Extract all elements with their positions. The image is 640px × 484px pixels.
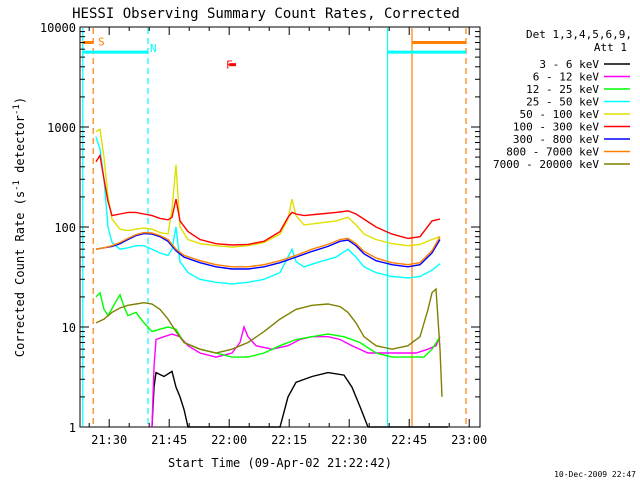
- y-axis-label: Corrected Count Rate (s-1 detector-1): [12, 97, 27, 357]
- flag-label-n: N: [150, 42, 157, 55]
- x-tick-label-5: 22:30: [331, 433, 367, 447]
- y-tick-label-2: 10: [62, 321, 76, 335]
- x-tick-label-2: 21:45: [151, 433, 187, 447]
- y-axis-label-sup-2: -1: [12, 104, 22, 115]
- legend-label-7: 300 - 800 keV: [513, 133, 599, 146]
- render-timestamp: 10-Dec-2009 22:47: [554, 470, 636, 479]
- x-axis-label: Start Time (09-Apr-02 21:22:42): [168, 456, 392, 470]
- legend-label-4: 25 - 50 keV: [526, 96, 599, 109]
- series-line-6: [95, 153, 441, 246]
- flag-label-f: F: [226, 59, 233, 72]
- y-tick-label-3: 100: [54, 221, 76, 235]
- plot-frame: [79, 26, 481, 428]
- legend-label-1: 3 - 6 keV: [539, 58, 599, 71]
- series-line-5: [95, 128, 441, 248]
- flag-label-s: S: [98, 35, 105, 48]
- plot-area: S N F: [79, 26, 481, 428]
- x-tick-label-3: 22:00: [211, 433, 247, 447]
- series-line-7: [95, 232, 441, 270]
- series-line-1: [151, 370, 448, 428]
- legend-label-5: 50 - 100 keV: [520, 108, 600, 121]
- y-axis-label-mid: detector: [13, 115, 27, 180]
- series-line-9: [95, 287, 443, 397]
- y-tick-label-1: 1: [69, 421, 76, 435]
- series-line-4: [95, 136, 441, 285]
- legend-label-9: 7000 - 20000 keV: [493, 158, 599, 171]
- series-line-2: [151, 324, 441, 428]
- legend-header-line-1: Det 1,3,4,5,6,9,: [526, 28, 632, 41]
- legend-label-2: 6 - 12 keV: [533, 71, 600, 84]
- x-tick-label-6: 22:45: [391, 433, 427, 447]
- legend-label-3: 12 - 25 keV: [526, 83, 599, 96]
- x-tick-label-7: 23:00: [451, 433, 487, 447]
- legend-label-6: 100 - 300 keV: [513, 121, 599, 134]
- x-tick-label-1: 21:30: [91, 433, 127, 447]
- y-axis-label-sup-1: -1: [12, 180, 22, 191]
- y-tick-label-4: 1000: [47, 121, 76, 135]
- svg-text:Corrected Count Rate (s-1 dete: Corrected Count Rate (s-1 detector-1): [12, 97, 27, 357]
- y-tick-label-5: 10000: [40, 21, 76, 35]
- chart-title: HESSI Observing Summary Count Rates, Cor…: [72, 6, 460, 22]
- legend-label-8: 800 - 7000 keV: [506, 146, 599, 159]
- x-tick-label-4: 22:15: [271, 433, 307, 447]
- legend-header-line-2: Att 1: [594, 41, 627, 54]
- y-axis-label-main: Corrected Count Rate (s: [13, 191, 27, 357]
- y-axis-label-tail: ): [13, 97, 27, 104]
- series-line-8: [95, 231, 441, 268]
